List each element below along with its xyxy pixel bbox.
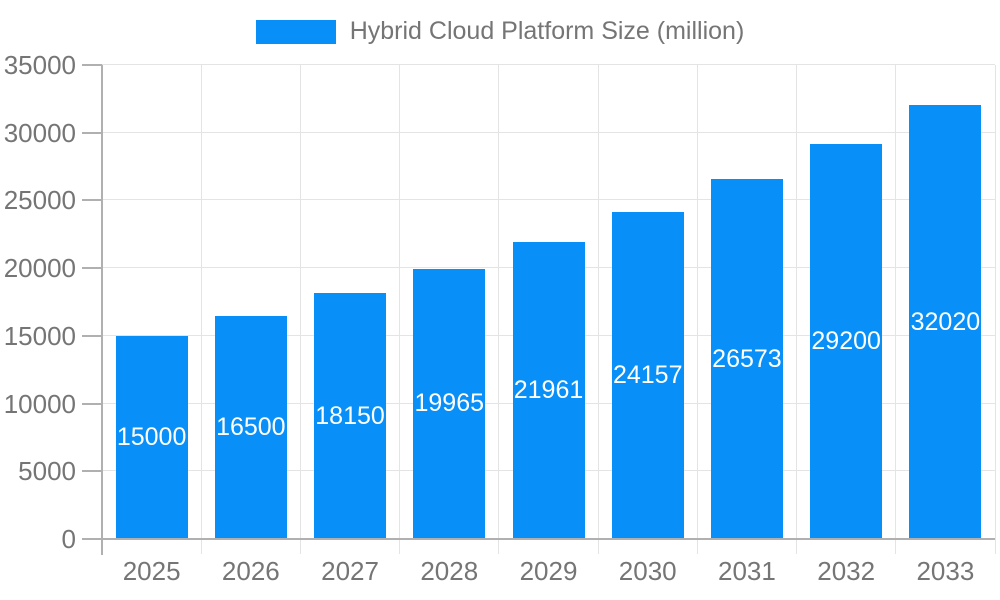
bar[interactable]: 32020 — [909, 105, 982, 539]
bar-value-label: 21961 — [513, 375, 584, 404]
gridline-h — [102, 64, 995, 65]
bar[interactable]: 16500 — [214, 315, 287, 539]
bar-value-label: 19965 — [414, 389, 485, 418]
gridline-v — [399, 65, 401, 554]
bar-value-label: 24157 — [612, 360, 683, 389]
y-axis-label: 0 — [61, 524, 76, 554]
y-tick — [82, 267, 102, 270]
bar-value-label: 29200 — [811, 326, 881, 355]
gridline-v — [796, 65, 798, 554]
bar[interactable]: 24157 — [611, 211, 684, 539]
bar-value-label: 15000 — [116, 422, 187, 451]
bar-value-label: 26573 — [712, 344, 782, 373]
gridline-h — [102, 131, 995, 133]
y-axis-label: 15000 — [3, 320, 76, 351]
y-axis-label: 20000 — [3, 253, 76, 284]
bar[interactable]: 15000 — [115, 335, 188, 539]
bar-value-label: 32020 — [910, 307, 981, 336]
gridline-v — [200, 65, 202, 554]
bar-value-label: 16500 — [216, 412, 286, 441]
y-axis-label: 5000 — [18, 456, 76, 487]
legend-label: Hybrid Cloud Platform Size (million) — [349, 17, 745, 45]
y-axis-label: 35000 — [3, 50, 76, 80]
bar-value-label: 18150 — [315, 401, 385, 430]
y-tick — [82, 470, 102, 473]
y-axis-label: 30000 — [3, 117, 76, 148]
gridline-h — [102, 199, 995, 201]
bar[interactable]: 29200 — [810, 143, 883, 539]
x-axis-label: 2028 — [420, 556, 479, 586]
bar[interactable]: 21961 — [512, 241, 585, 539]
y-tick — [82, 402, 102, 405]
x-axis-label: 2026 — [221, 556, 280, 586]
gridline-v — [597, 65, 599, 554]
x-axis-label: 2033 — [916, 556, 975, 586]
x-axis-label: 2029 — [519, 556, 578, 586]
gridline-v — [696, 65, 698, 554]
bar[interactable]: 18150 — [314, 293, 387, 539]
x-axis-label: 2032 — [817, 556, 876, 586]
y-axis-label: 25000 — [3, 185, 76, 216]
y-tick — [82, 334, 102, 337]
gridline-v — [299, 65, 301, 554]
gridline-v — [498, 65, 500, 554]
y-tick — [82, 64, 102, 66]
x-axis-label: 2025 — [122, 556, 181, 586]
y-tick — [82, 131, 102, 134]
x-axis-label: 2031 — [718, 556, 776, 586]
y-axis-label: 10000 — [3, 388, 76, 419]
y-tick — [82, 199, 102, 202]
x-axis-line — [82, 538, 995, 540]
bar[interactable]: 26573 — [710, 179, 783, 539]
y-axis-line — [101, 65, 103, 555]
legend-swatch — [255, 19, 336, 44]
x-axis-label: 2030 — [618, 556, 677, 586]
legend[interactable]: Hybrid Cloud Platform Size (million) — [0, 17, 1000, 46]
gridline-v — [994, 65, 996, 554]
gridline-v — [895, 65, 897, 554]
x-axis-label: 2027 — [321, 556, 379, 586]
bar[interactable]: 19965 — [413, 268, 486, 539]
